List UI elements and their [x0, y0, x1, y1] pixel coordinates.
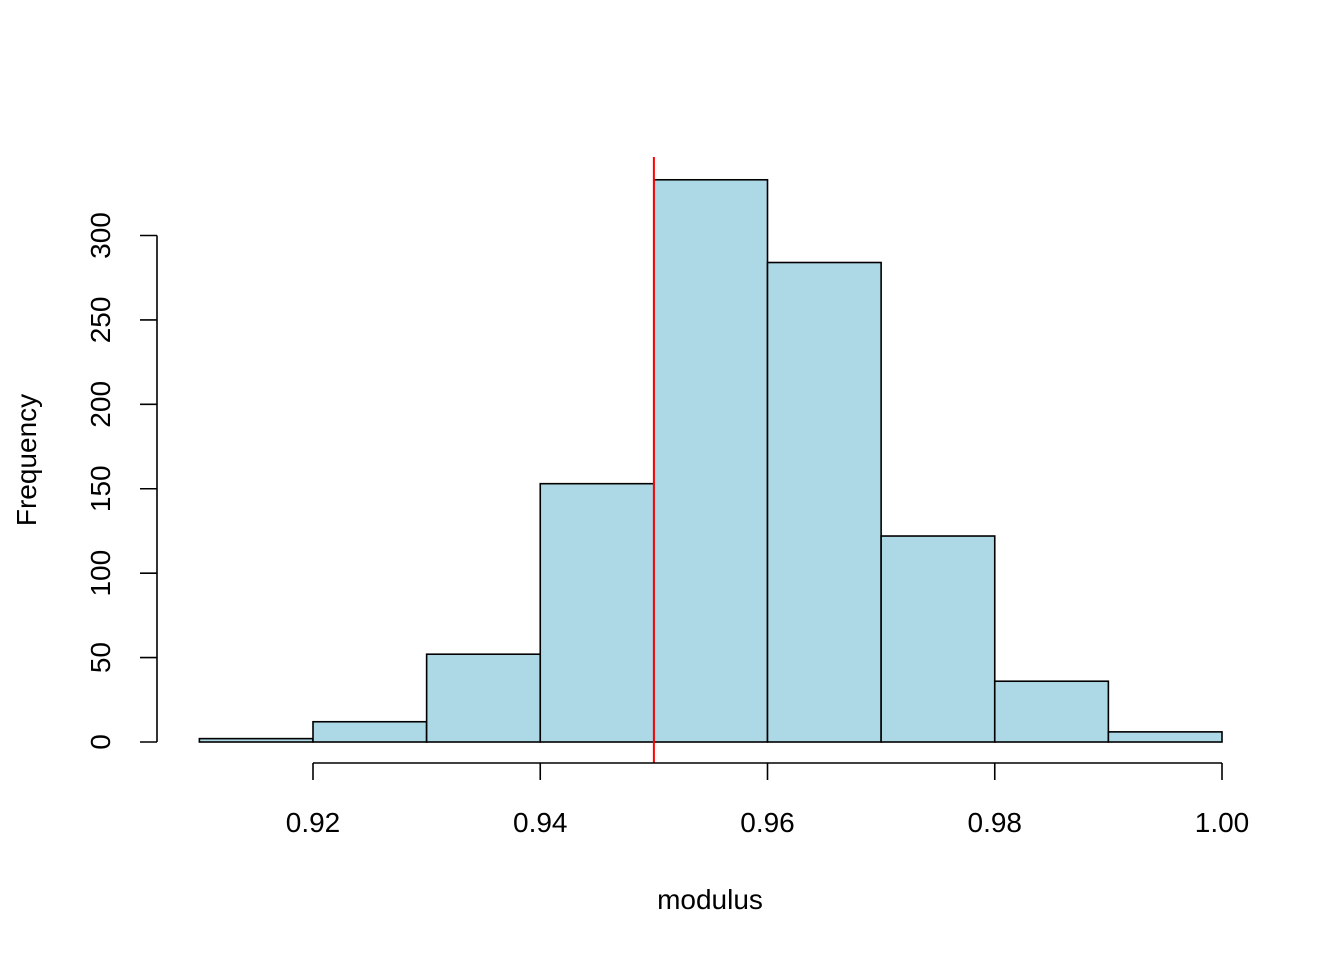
y-tick-label: 0: [85, 734, 116, 750]
histogram-bar: [425, 653, 542, 743]
y-tick-label: 300: [85, 212, 116, 259]
x-tick-label: 1.00: [1195, 807, 1250, 838]
x-tick-label: 0.98: [968, 807, 1023, 838]
histogram-bar: [312, 720, 428, 743]
histogram-bar: [880, 535, 996, 743]
histogram-bar: [1107, 731, 1223, 743]
y-axis: 0 50 100 150 200 250 300: [85, 212, 158, 750]
histogram-bar: [539, 482, 655, 743]
y-tick-label: 250: [85, 297, 116, 344]
x-axis: 0.92 0.94 0.96 0.98 1.00: [286, 762, 1250, 838]
y-tick-label: 50: [85, 642, 116, 673]
histogram-bar: [653, 178, 769, 743]
y-tick-label: 100: [85, 550, 116, 597]
y-tick-label: 200: [85, 381, 116, 428]
bars-layer: [198, 178, 1223, 743]
y-axis-title: Frequency: [11, 394, 42, 526]
histogram-bar: [993, 680, 1110, 743]
histogram-bar: [766, 261, 882, 743]
x-tick-label: 0.96: [740, 807, 795, 838]
x-tick-label: 0.94: [513, 807, 568, 838]
x-tick-label: 0.92: [286, 807, 341, 838]
histogram-bar: [198, 737, 314, 743]
y-tick-label: 150: [85, 465, 116, 512]
x-axis-title: modulus: [657, 884, 763, 915]
